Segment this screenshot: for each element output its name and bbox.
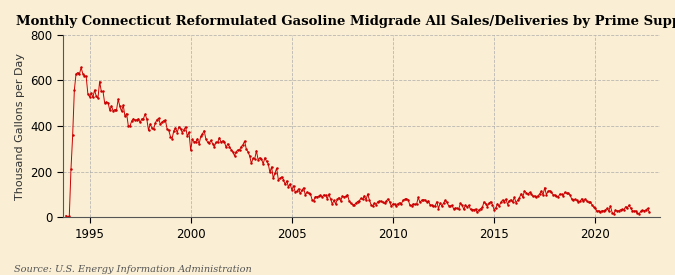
Title: Monthly Connecticut Reformulated Gasoline Midgrade All Sales/Deliveries by Prime: Monthly Connecticut Reformulated Gasolin… <box>16 15 675 28</box>
Y-axis label: Thousand Gallons per Day: Thousand Gallons per Day <box>15 53 25 200</box>
Text: Source: U.S. Energy Information Administration: Source: U.S. Energy Information Administ… <box>14 265 251 274</box>
